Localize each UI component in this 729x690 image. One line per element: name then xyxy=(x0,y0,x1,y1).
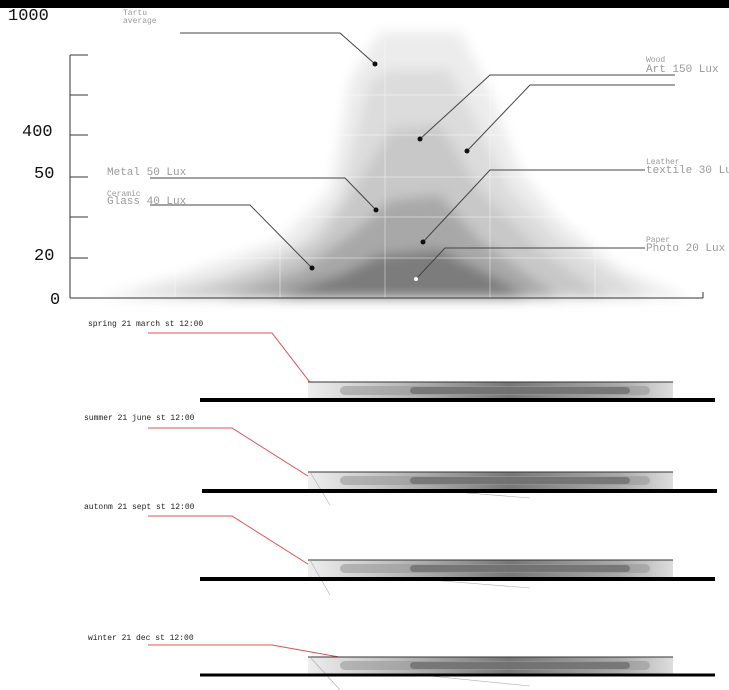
section-label: summer 21 june st 12:00 xyxy=(84,414,195,423)
axis-label: 1000 xyxy=(8,7,49,26)
annotation: Paper Photo 20 Lux xyxy=(646,236,726,255)
axis xyxy=(69,54,704,299)
top-bar xyxy=(0,0,729,8)
axis-label: 20 xyxy=(34,247,54,266)
section-label: autonm 21 sept st 12:00 xyxy=(84,503,195,512)
section: spring 21 march st 12:00 xyxy=(88,320,715,402)
light-mountain xyxy=(100,32,690,298)
text-line: Leather xyxy=(646,158,680,167)
section-label: spring 21 march st 12:00 xyxy=(88,320,203,329)
section: winter 21 dec st 12:00 xyxy=(88,634,715,690)
grid xyxy=(150,40,640,298)
axis-label: 0 xyxy=(50,291,60,310)
text-line: Ceramic xyxy=(107,190,141,199)
text-line: Glass 40 Lux xyxy=(107,196,187,208)
annotation: Ceramic Glass 40 Lux xyxy=(107,190,187,208)
section: autonm 21 sept st 12:00 xyxy=(84,503,715,596)
text-line: average xyxy=(123,17,157,26)
annotation: Tartu average xyxy=(123,9,157,26)
section: summer 21 june st 12:00 xyxy=(84,414,717,506)
section-label: winter 21 dec st 12:00 xyxy=(88,634,194,643)
text-line: Tartu xyxy=(123,9,147,18)
leaders xyxy=(150,32,675,280)
text-line: Photo 20 Lux xyxy=(646,243,726,255)
text-line: Wood xyxy=(646,56,665,65)
annotation: Metal 50 Lux xyxy=(107,167,187,179)
text-line: Art 150 Lux xyxy=(646,64,719,76)
annotation: Wood Art 150 Lux xyxy=(646,56,719,76)
text-line: textile 30 Lux xyxy=(646,165,729,177)
axis-label: 400 xyxy=(22,123,53,142)
text-line: Paper xyxy=(646,236,670,245)
dots xyxy=(309,61,470,281)
axis-label: 50 xyxy=(34,165,54,184)
